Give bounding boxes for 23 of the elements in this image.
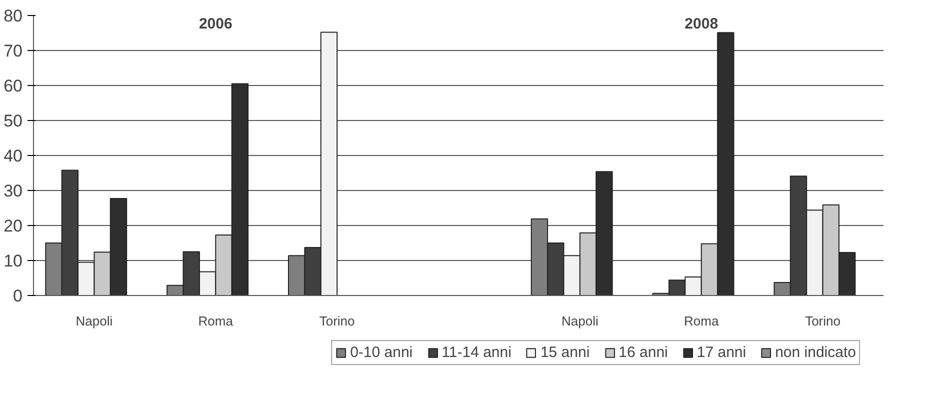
y-tick-label: 30 [4, 182, 23, 200]
y-tick-label: 10 [4, 252, 23, 270]
y-tick-label: 70 [4, 42, 23, 60]
x-tick-label: Torino [319, 314, 355, 328]
y-tick-label: 20 [4, 216, 23, 236]
legend-label: 15 anni [540, 344, 590, 361]
annotation: 2006 [198, 16, 232, 32]
annotation: 2008 [684, 16, 718, 32]
x-tick-label: Torino [805, 314, 841, 328]
x-tick-label: Roma [684, 314, 720, 328]
legend-label: 0-10 anni [350, 344, 413, 361]
x-tick-label: Roma [198, 314, 234, 328]
legend-label: 11-14 anni [442, 344, 512, 361]
y-tick-label: 40 [4, 146, 23, 166]
legend-label: 17 anni [696, 344, 746, 361]
legend-label: non indicato [775, 344, 856, 361]
y-tick-label: 0 [13, 286, 23, 306]
legend-label: 16 anni [618, 344, 668, 361]
y-tick-label: 50 [4, 112, 23, 130]
x-tick-label: Napoli [76, 314, 113, 328]
y-tick-label: 80 [4, 6, 23, 26]
x-tick-label: Napoli [562, 314, 598, 328]
y-tick-label: 60 [4, 76, 23, 96]
